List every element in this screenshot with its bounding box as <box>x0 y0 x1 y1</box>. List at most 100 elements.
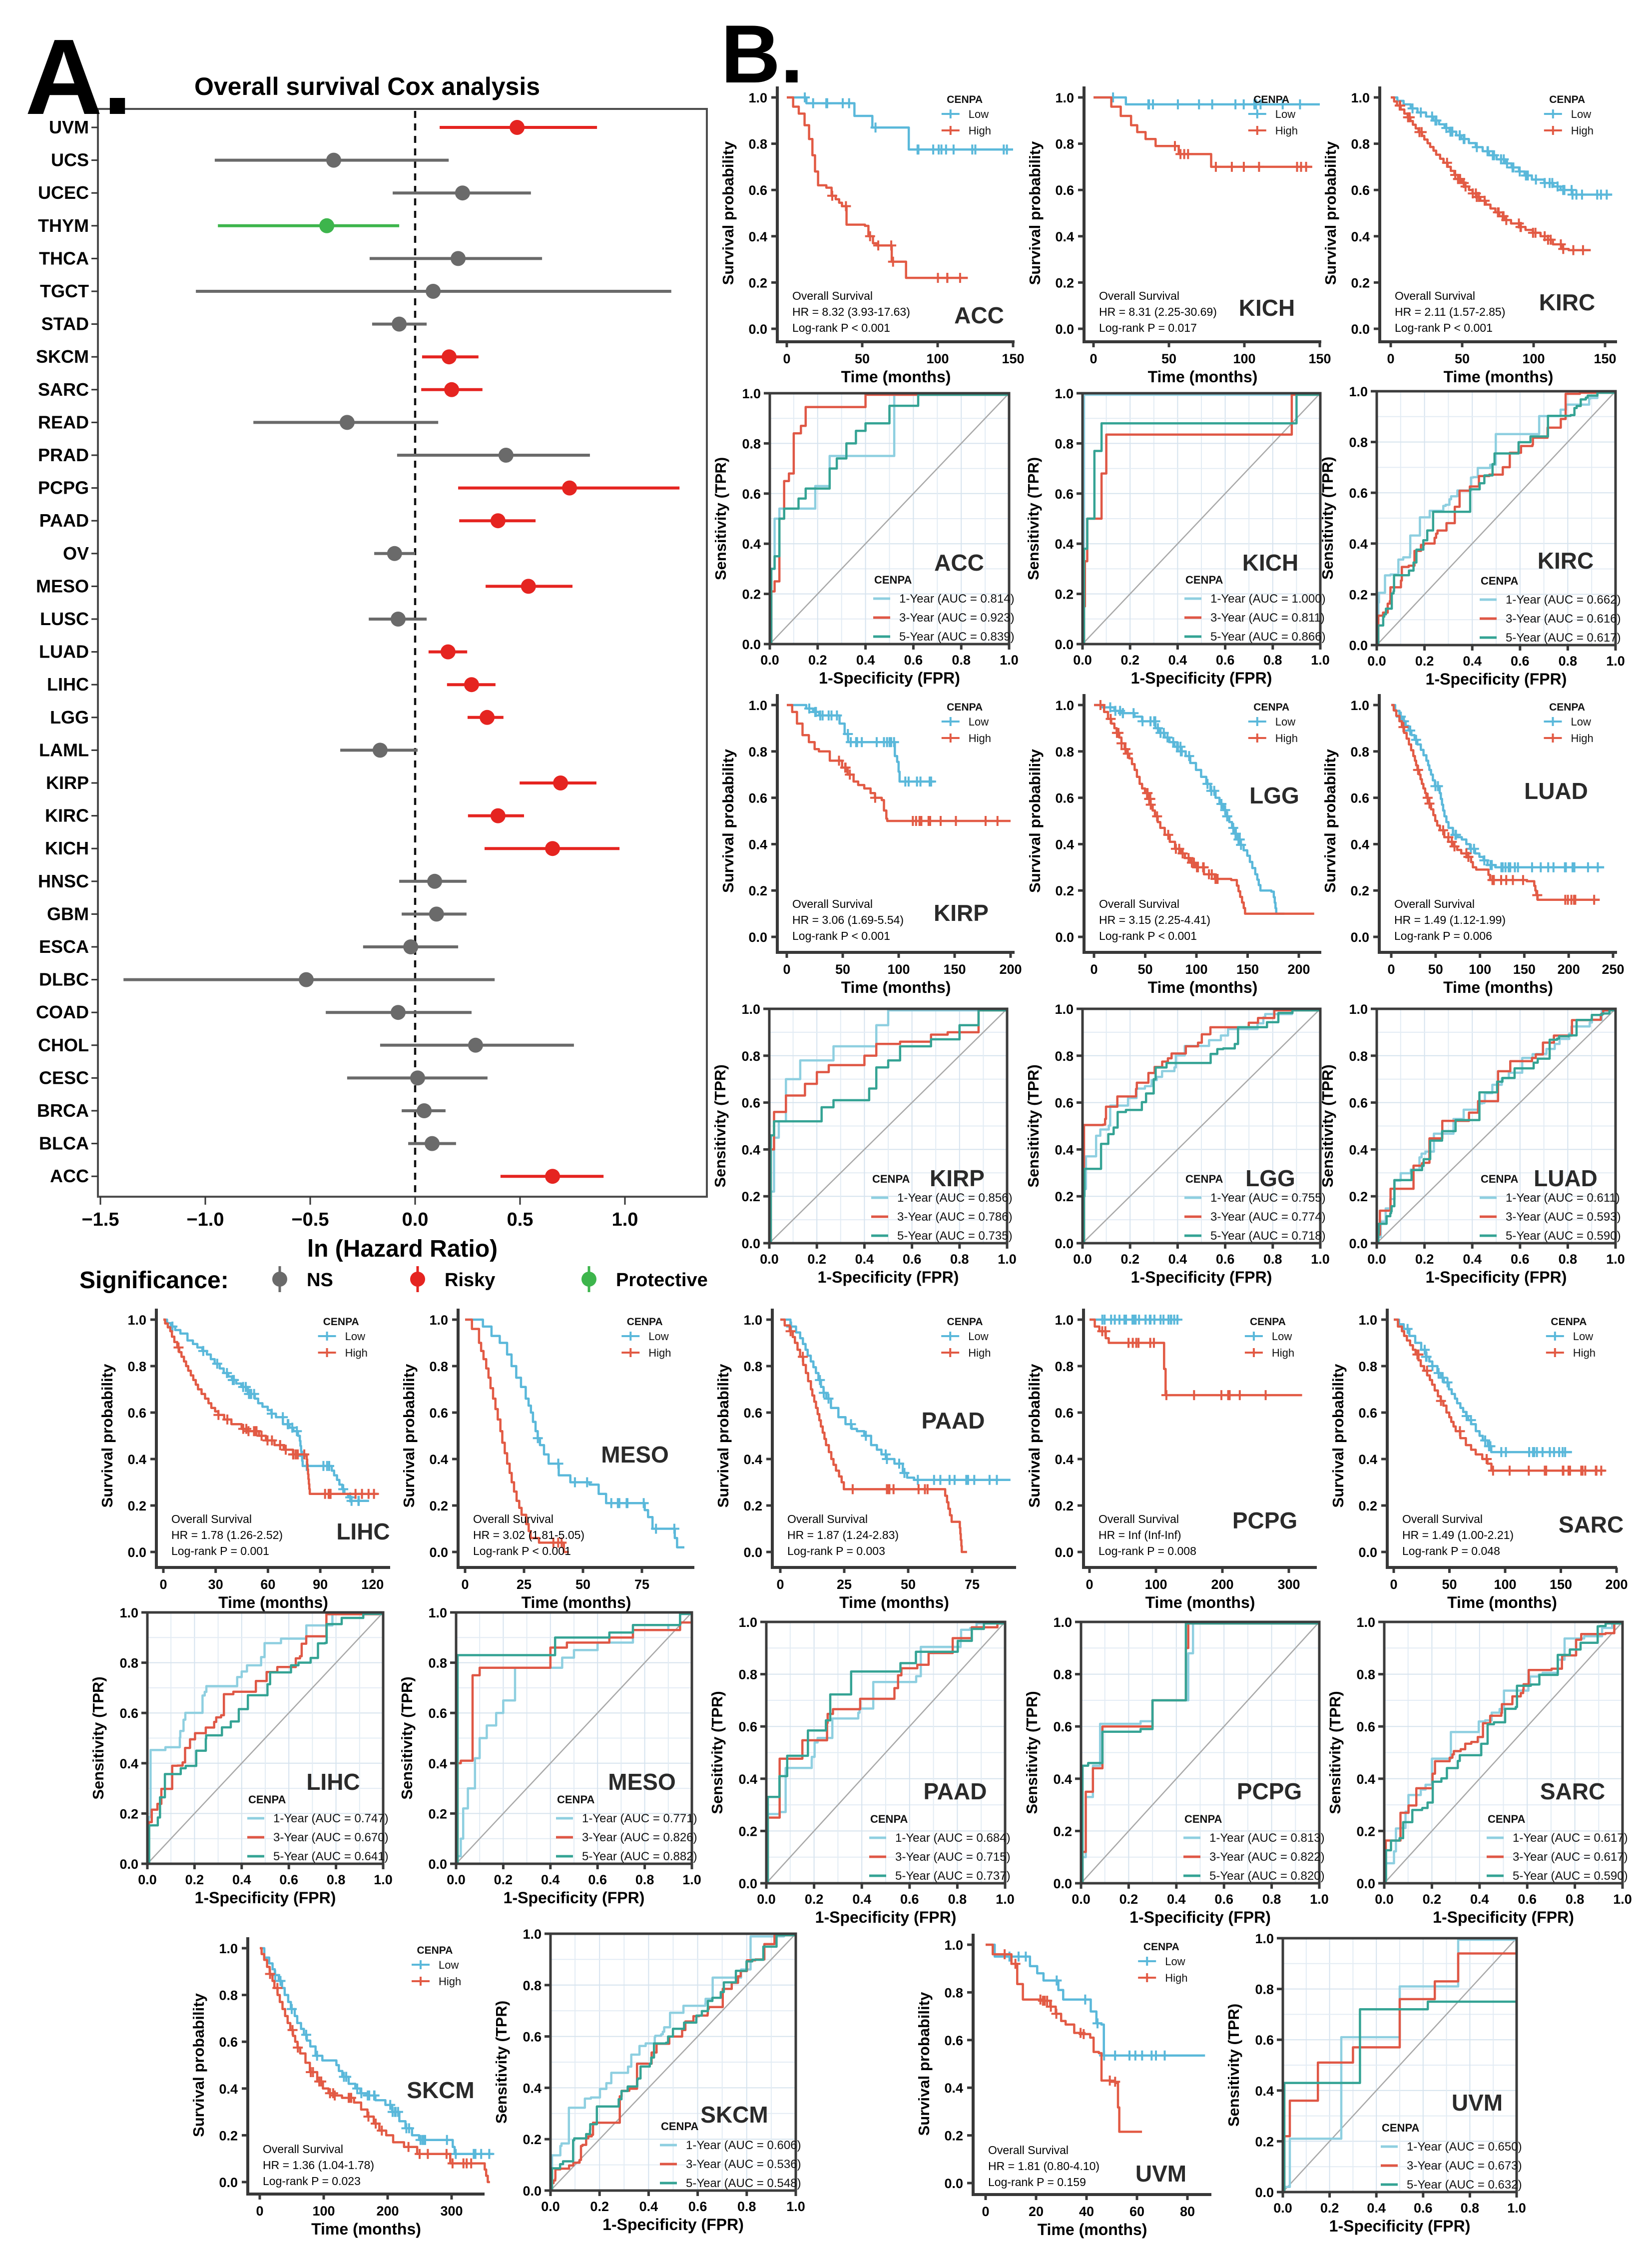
svg-text:0.0: 0.0 <box>1073 653 1092 668</box>
svg-text:0.2: 0.2 <box>748 883 767 898</box>
svg-text:A.: A. <box>25 16 132 137</box>
svg-text:1.0: 1.0 <box>612 1209 638 1230</box>
svg-text:0.0: 0.0 <box>760 653 779 668</box>
svg-text:100: 100 <box>1144 1577 1167 1592</box>
svg-text:ACC: ACC <box>954 302 1004 328</box>
svg-text:100: 100 <box>1494 1577 1516 1592</box>
svg-text:CENPA: CENPA <box>417 1945 453 1956</box>
svg-text:1-Year (AUC = 0.606): 1-Year (AUC = 0.606) <box>686 2139 801 2152</box>
svg-text:Time (months): Time (months) <box>1447 1593 1557 1611</box>
svg-text:0.0: 0.0 <box>447 1872 466 1887</box>
svg-text:HR = 1.36 (1.04-1.78): HR = 1.36 (1.04-1.78) <box>263 2159 374 2172</box>
svg-text:0.8: 0.8 <box>428 1656 447 1671</box>
svg-text:100: 100 <box>1469 962 1491 977</box>
svg-text:TGCT: TGCT <box>40 281 89 301</box>
svg-text:SARC: SARC <box>1540 1778 1605 1804</box>
svg-text:0.2: 0.2 <box>119 1806 138 1821</box>
svg-text:KIRC: KIRC <box>45 805 89 826</box>
svg-text:0.6: 0.6 <box>944 2033 963 2048</box>
svg-text:0.8: 0.8 <box>1559 654 1578 669</box>
svg-text:CENPA: CENPA <box>1250 1316 1286 1328</box>
svg-text:0.0: 0.0 <box>742 637 761 652</box>
svg-text:Time (months): Time (months) <box>311 2220 421 2238</box>
svg-text:CENPA: CENPA <box>1253 702 1289 713</box>
svg-text:75: 75 <box>965 1577 980 1592</box>
svg-text:High: High <box>1571 124 1594 137</box>
svg-text:0: 0 <box>461 1577 469 1592</box>
svg-text:0.6: 0.6 <box>523 2030 542 2045</box>
svg-text:SKCM: SKCM <box>700 2102 768 2128</box>
svg-text:0: 0 <box>982 2204 989 2219</box>
svg-text:150: 150 <box>943 962 966 977</box>
svg-text:150: 150 <box>1594 351 1616 366</box>
svg-text:5-Year (AUC = 0.820): 5-Year (AUC = 0.820) <box>1209 1869 1325 1883</box>
svg-text:Time (months): Time (months) <box>1038 2221 1147 2239</box>
svg-text:0.2: 0.2 <box>429 1499 448 1513</box>
svg-text:Sensitivity (TPR): Sensitivity (TPR) <box>712 457 729 580</box>
svg-text:0.4: 0.4 <box>1055 837 1074 852</box>
svg-text:1-Specificity (FPR): 1-Specificity (FPR) <box>1131 669 1272 687</box>
svg-text:0.4: 0.4 <box>1168 653 1187 668</box>
svg-text:1.0: 1.0 <box>1000 653 1019 668</box>
svg-text:0.6: 0.6 <box>903 1252 922 1267</box>
svg-text:PRAD: PRAD <box>38 445 89 465</box>
svg-text:CENPA: CENPA <box>1382 2122 1419 2134</box>
svg-text:CENPA: CENPA <box>1185 1173 1223 1185</box>
svg-text:0.6: 0.6 <box>688 2199 707 2214</box>
svg-text:0.6: 0.6 <box>429 1406 448 1421</box>
svg-text:0.2: 0.2 <box>428 1806 447 1821</box>
svg-text:GBM: GBM <box>47 903 89 924</box>
svg-text:3-Year (AUC = 0.786): 3-Year (AUC = 0.786) <box>897 1210 1013 1224</box>
svg-text:PCPG: PCPG <box>1232 1507 1297 1533</box>
svg-text:UVM: UVM <box>49 117 89 137</box>
svg-text:0.2: 0.2 <box>1415 1252 1434 1267</box>
svg-text:Low: Low <box>968 1330 988 1343</box>
svg-text:Low: Low <box>345 1330 365 1343</box>
svg-text:1.0: 1.0 <box>374 1872 393 1887</box>
svg-text:Survival probability: Survival probability <box>714 1364 732 1507</box>
svg-text:Log-rank P = 0.159: Log-rank P = 0.159 <box>988 2176 1086 2189</box>
svg-text:0.6: 0.6 <box>279 1872 298 1887</box>
svg-text:Time (months): Time (months) <box>841 978 951 996</box>
svg-text:HR = 1.49 (1.12-1.99): HR = 1.49 (1.12-1.99) <box>1394 913 1506 926</box>
svg-text:Significance:: Significance: <box>79 1267 229 1294</box>
svg-text:Log-rank P = 0.048: Log-rank P = 0.048 <box>1402 1544 1500 1557</box>
svg-text:0.6: 0.6 <box>1358 1406 1377 1421</box>
svg-text:50: 50 <box>1428 962 1443 977</box>
svg-text:200: 200 <box>1287 962 1310 977</box>
svg-text:0.0: 0.0 <box>1349 1236 1368 1251</box>
svg-text:DLBC: DLBC <box>39 969 89 990</box>
svg-text:1.0: 1.0 <box>944 1938 963 1953</box>
svg-text:0.2: 0.2 <box>748 275 767 290</box>
svg-text:0.4: 0.4 <box>748 229 767 244</box>
svg-text:Low: Low <box>648 1330 668 1343</box>
svg-text:0.8: 0.8 <box>748 745 767 759</box>
svg-text:BLCA: BLCA <box>39 1133 89 1154</box>
svg-text:1.0: 1.0 <box>1311 1252 1330 1267</box>
svg-text:SKCM: SKCM <box>36 346 89 367</box>
svg-text:CENPA: CENPA <box>872 1173 910 1185</box>
svg-text:0.6: 0.6 <box>743 1406 762 1421</box>
svg-text:0.2: 0.2 <box>1055 1189 1074 1204</box>
svg-text:0.4: 0.4 <box>748 837 767 852</box>
svg-text:Sensitivity (TPR): Sensitivity (TPR) <box>1023 1691 1041 1814</box>
svg-text:20: 20 <box>1029 2204 1044 2219</box>
svg-text:0.6: 0.6 <box>1055 1096 1074 1111</box>
svg-text:LAML: LAML <box>39 740 89 760</box>
svg-text:300: 300 <box>1277 1577 1300 1592</box>
svg-text:1-Specificity (FPR): 1-Specificity (FPR) <box>1426 1268 1567 1286</box>
svg-text:OV: OV <box>63 543 89 564</box>
svg-text:CENPA: CENPA <box>1143 1941 1179 1953</box>
svg-text:0.4: 0.4 <box>1356 1772 1375 1787</box>
svg-text:1-Specificity (FPR): 1-Specificity (FPR) <box>1426 670 1567 688</box>
svg-text:0.8: 0.8 <box>737 2199 756 2214</box>
svg-text:1.0: 1.0 <box>1349 1002 1368 1017</box>
svg-text:1.0: 1.0 <box>741 1002 760 1017</box>
svg-text:Low: Low <box>1571 716 1591 728</box>
svg-text:0: 0 <box>1387 351 1394 366</box>
svg-text:UCEC: UCEC <box>38 182 89 203</box>
svg-text:0.6: 0.6 <box>1356 1719 1375 1734</box>
svg-text:1.0: 1.0 <box>1613 1892 1632 1907</box>
svg-text:Log-rank P = 0.001: Log-rank P = 0.001 <box>171 1544 269 1557</box>
svg-text:1-Specificity (FPR): 1-Specificity (FPR) <box>815 1908 957 1926</box>
